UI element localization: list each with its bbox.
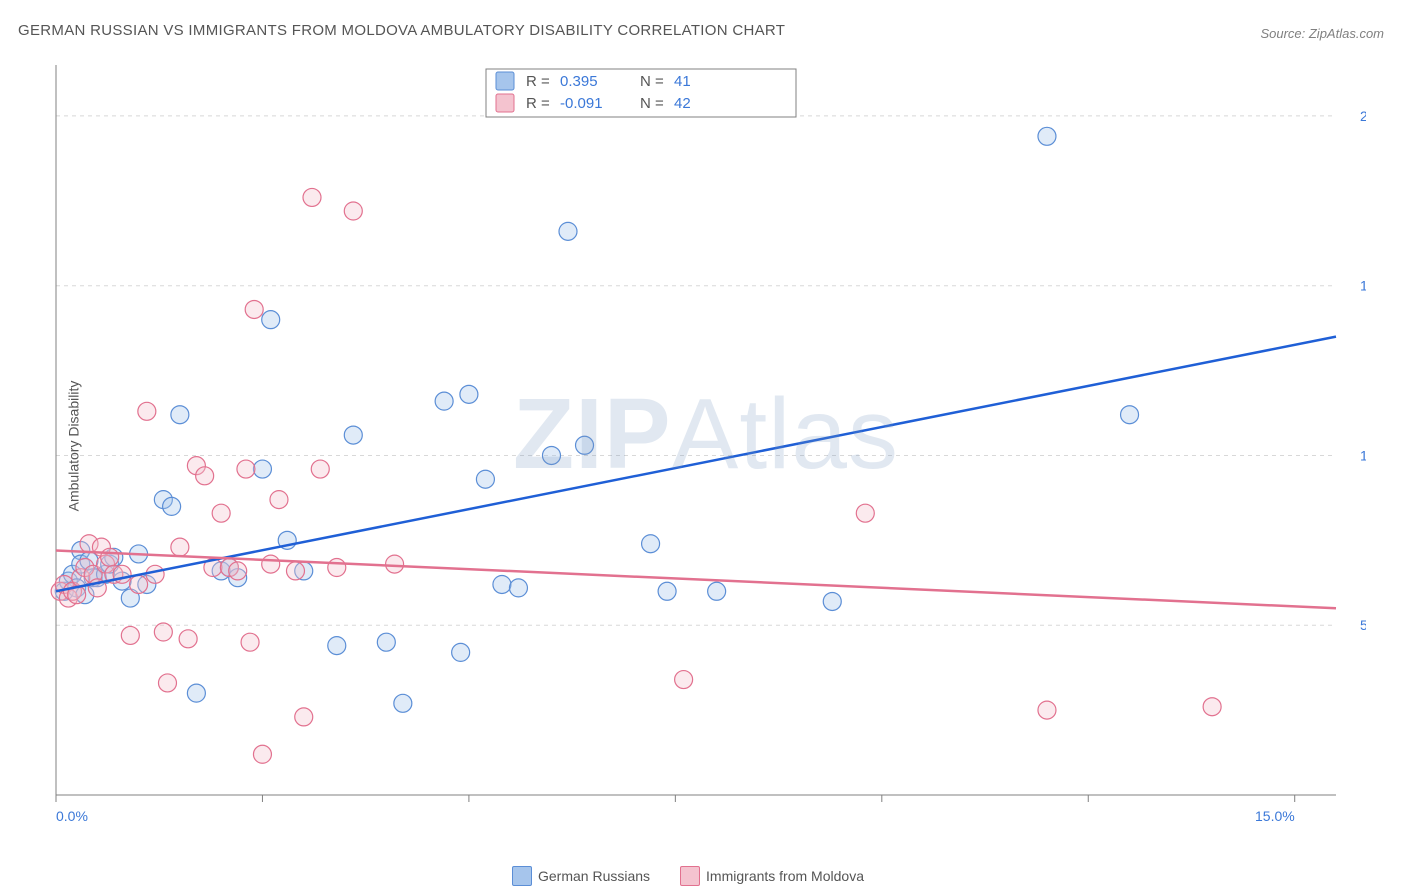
source-attribution: Source: ZipAtlas.com	[1260, 26, 1384, 41]
svg-text:41: 41	[674, 73, 691, 90]
svg-text:R =: R =	[526, 95, 550, 112]
svg-text:15.0%: 15.0%	[1360, 278, 1366, 294]
svg-text:15.0%: 15.0%	[1255, 808, 1295, 824]
legend-swatch	[680, 866, 700, 886]
svg-text:N =: N =	[640, 95, 664, 112]
svg-text:0.0%: 0.0%	[56, 808, 88, 824]
svg-text:42: 42	[674, 95, 691, 112]
chart-title: GERMAN RUSSIAN VS IMMIGRANTS FROM MOLDOV…	[18, 22, 785, 39]
legend-label: Immigrants from Moldova	[706, 868, 864, 884]
svg-text:0.395: 0.395	[560, 73, 598, 90]
scatter-chart: 5.0% 10.0% 15.0% 20.0% 0.0% 15.0% R = 0.395 N = 4…	[46, 55, 1366, 825]
svg-text:5.0%: 5.0%	[1360, 617, 1366, 633]
svg-text:N =: N =	[640, 73, 664, 90]
svg-text:-0.091: -0.091	[560, 95, 603, 112]
svg-text:R =: R =	[526, 73, 550, 90]
legend-swatch	[512, 866, 532, 886]
svg-text:20.0%: 20.0%	[1360, 108, 1366, 124]
chart-area: 5.0% 10.0% 15.0% 20.0% 0.0% 15.0% R = 0.395 N = 4…	[46, 55, 1366, 825]
legend-label: German Russians	[538, 868, 650, 884]
bottom-legend: German Russians Immigrants from Moldova	[0, 866, 1406, 886]
svg-text:10.0%: 10.0%	[1360, 447, 1366, 463]
